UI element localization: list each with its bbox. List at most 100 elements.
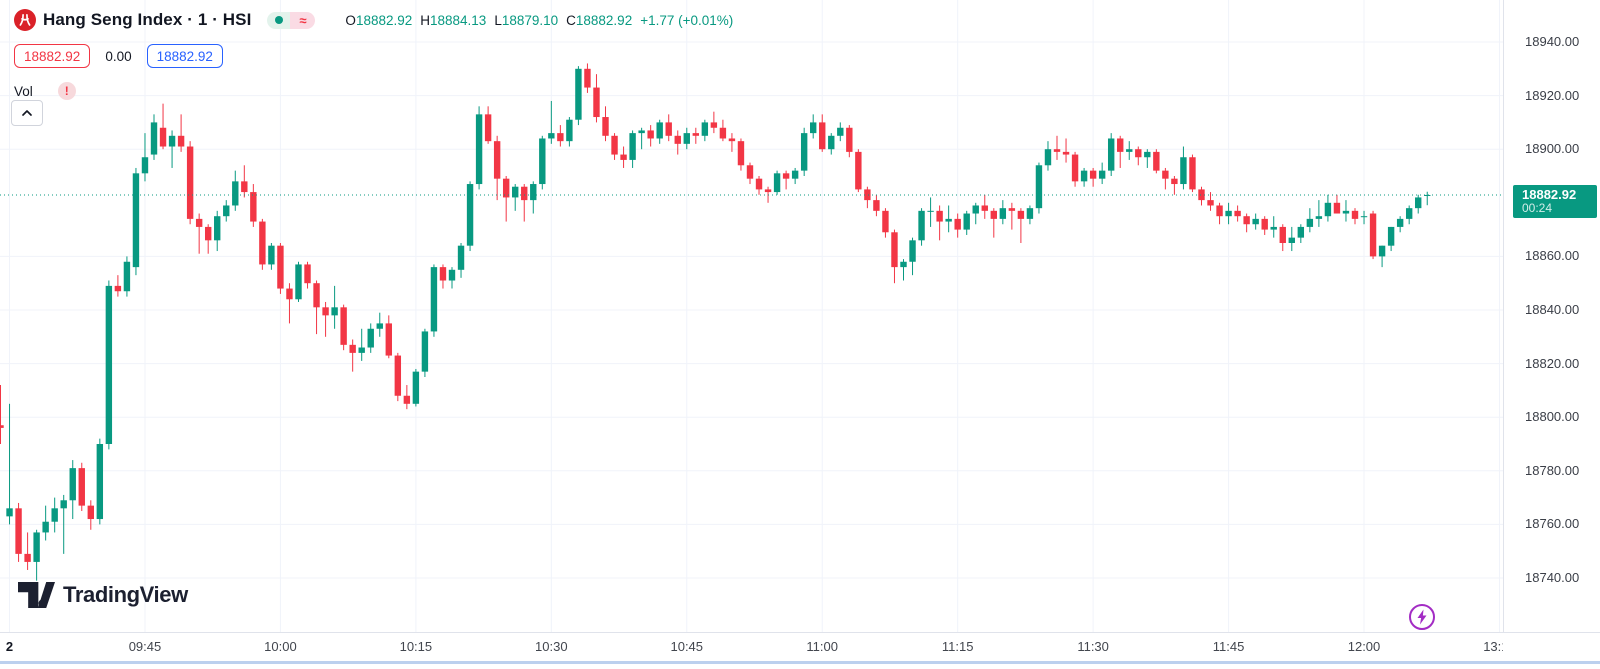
candle-body	[268, 245, 275, 265]
candle-body	[963, 213, 970, 230]
candle-body	[1243, 216, 1250, 225]
candle-body	[33, 532, 40, 562]
candle-body	[168, 135, 176, 147]
tradingview-logo[interactable]: TradingView	[18, 581, 188, 609]
hang-seng-logo-icon[interactable]	[14, 9, 36, 31]
close-label: C	[566, 12, 576, 28]
candle-body	[484, 114, 492, 142]
candle-body	[1261, 218, 1268, 230]
candle-body	[855, 151, 862, 190]
symbol-title[interactable]: Hang Seng Index · 1 · HSI	[43, 10, 252, 29]
price-tick-label: 18740.00	[1525, 570, 1580, 585]
price-tick-label: 18780.00	[1525, 462, 1580, 478]
candle-body	[593, 87, 600, 118]
candle-body	[1279, 226, 1286, 243]
price-tick-label: 18820.00	[1525, 355, 1580, 371]
market-status-pill[interactable]: ≈	[267, 11, 316, 29]
change-value: +1.77 (+0.01%)	[640, 12, 734, 28]
candle-body	[1234, 210, 1241, 217]
candle-body	[448, 269, 456, 281]
open-value: 18882.92	[355, 12, 413, 28]
candle-body	[60, 500, 67, 509]
candle-body	[430, 267, 438, 332]
candle-body	[1270, 226, 1277, 230]
candle-body	[882, 210, 889, 233]
close-value: 18882.92	[575, 12, 633, 28]
candle-body	[259, 221, 266, 265]
chevron-up-icon	[22, 110, 32, 116]
candle-body	[611, 135, 618, 155]
candle-body	[1324, 202, 1332, 217]
time-axis[interactable]: 2 09:45 10:00 10:15 10:30 10:45 11:00 11:15 11:3…	[0, 632, 1600, 662]
candle-body	[0, 425, 4, 428]
candle-body	[737, 141, 745, 166]
candle-body	[584, 68, 591, 88]
candle-body	[548, 133, 555, 139]
candle-body	[1171, 178, 1178, 185]
candle-body	[954, 218, 961, 230]
candle-body	[214, 216, 221, 241]
candle-body	[846, 127, 853, 152]
candlestick-chart-canvas[interactable]	[0, 0, 1503, 632]
candle-body	[1071, 154, 1079, 182]
volume-warning-icon[interactable]: !	[57, 82, 76, 100]
candle-body	[1360, 216, 1368, 218]
time-tick-label: 09:45	[128, 639, 162, 654]
volume-indicator-label[interactable]: Vol	[14, 83, 33, 99]
time-axis-labels: 2 09:45 10:00 10:15 10:30 10:45 11:00 11:15 11:3…	[0, 633, 1503, 662]
candle-body	[900, 261, 907, 268]
sell-price-button[interactable]: 18882.92	[14, 44, 91, 68]
candle-body	[1153, 151, 1160, 171]
time-tick-label: 11:15	[941, 639, 974, 654]
candle-body	[195, 218, 203, 227]
candle-body	[340, 307, 347, 345]
candle-body	[927, 210, 934, 212]
candle-body	[1342, 210, 1350, 214]
candle-body	[1333, 202, 1341, 214]
ohlc-readout: O 18882.92 H 18884.13 L 18879.10 C 18882.92 …	[337, 13, 733, 28]
candle-body	[530, 184, 537, 201]
candle-body	[1098, 170, 1106, 179]
candle-body	[1415, 197, 1422, 209]
buy-price-button[interactable]: 18882.92	[146, 44, 223, 68]
candle-body	[493, 141, 501, 179]
candle-body	[1180, 157, 1187, 185]
price-tick-label: 18840.00	[1525, 302, 1580, 317]
candle-body	[186, 146, 194, 219]
candle-body	[1080, 170, 1088, 182]
candle-body	[250, 192, 257, 222]
candle-body	[24, 553, 31, 562]
candle-body	[223, 205, 230, 217]
candle-body	[1306, 218, 1314, 227]
high-label: H	[420, 12, 430, 28]
price-axis[interactable]: 18882.92 00:24 18940.00 18920.00 18900.00 1…	[1503, 0, 1600, 632]
high-value: 18884.13	[430, 12, 487, 28]
candle-body	[990, 210, 997, 219]
candle-body	[828, 135, 835, 150]
candle-body	[782, 173, 790, 179]
candle-body	[791, 170, 799, 179]
expand-pane-button[interactable]	[11, 100, 43, 126]
candle-body	[1198, 189, 1205, 201]
candle-body	[1297, 226, 1305, 238]
candle-body	[1405, 208, 1413, 219]
bottom-separator	[0, 661, 1600, 664]
candle-body	[177, 135, 185, 147]
candle-body	[602, 117, 609, 136]
price-tick-label: 18920.00	[1525, 87, 1580, 103]
candle-body	[1107, 138, 1115, 171]
candle-body	[403, 395, 411, 404]
time-tick-label: 13:15	[1483, 639, 1503, 654]
price-tick-label: 18800.00	[1525, 409, 1580, 425]
candle-body	[1351, 210, 1359, 219]
candle-body	[710, 122, 718, 128]
candle-body	[1315, 216, 1323, 219]
realtime-data-bolt-icon[interactable]	[1408, 603, 1436, 631]
candle-body	[412, 371, 420, 404]
tradingview-mark-icon	[18, 582, 55, 608]
candle-body	[286, 288, 293, 300]
candle-body	[557, 133, 564, 142]
candle-body	[457, 245, 465, 270]
